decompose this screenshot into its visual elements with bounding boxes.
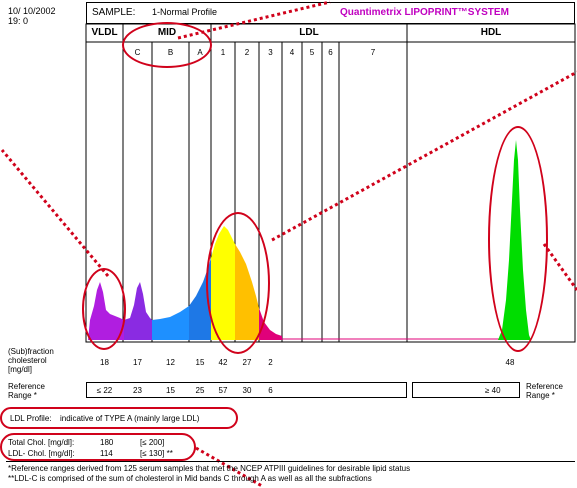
reference-value-mid-b: 15	[166, 386, 175, 395]
subfraction-label-line: [mg/dl]	[8, 365, 33, 374]
band-label-vldl: VLDL	[91, 27, 118, 38]
reference-label-left: Reference Range *	[8, 382, 45, 400]
reference-value-hdl: ≥ 40	[485, 386, 501, 395]
reference-value-mid-a: 25	[195, 386, 205, 395]
sample-label: SAMPLE:	[92, 7, 136, 18]
mid-c-peak	[124, 282, 152, 340]
total-chol-value: 180	[100, 438, 114, 447]
footnote-ldl-c: **LDL-C is comprised of the sum of chole…	[8, 474, 372, 483]
band-label-ldl: LDL	[299, 27, 319, 38]
subfraction-value-hdl: 48	[505, 358, 515, 367]
reference-range-hdl-box	[412, 382, 520, 398]
reference-range-box	[86, 382, 407, 398]
sub-band-label: 4	[289, 48, 295, 57]
run-code: 19: 0	[8, 16, 29, 26]
subfraction-label-line: cholesterol	[8, 356, 47, 365]
subfraction-value-ldl1: 42	[218, 358, 228, 367]
annotation-mid-subbands	[122, 22, 212, 68]
band-label-hdl: HDL	[480, 27, 502, 38]
total-chol-range: [≤ 200]	[140, 438, 165, 447]
reference-value-ldl2: 30	[242, 386, 252, 395]
annotation-ldl-peak	[206, 212, 270, 354]
total-chol-label: Total Chol. [mg/dl]:	[8, 438, 75, 447]
subfraction-value-mid-a: 15	[195, 358, 205, 367]
subfraction-label: (Sub)fraction cholesterol [mg/dl]	[8, 347, 54, 374]
sub-band-label: 2	[244, 48, 250, 57]
sub-band-label: 3	[268, 48, 273, 57]
sub-band-label: 7	[370, 48, 376, 57]
annotation-hdl-peak	[488, 126, 548, 352]
annotation-ldl-profile	[0, 407, 238, 429]
subfraction-value-vldl: 18	[100, 358, 109, 367]
subfraction-value-mid-b: 12	[166, 358, 175, 367]
ldl-profile-label: LDL Profile:	[10, 414, 52, 423]
ldl-profile-value: indicative of TYPE A (mainly large LDL)	[60, 414, 200, 423]
report-date: 10/ 10/2002	[8, 6, 56, 16]
reference-value-ldl1: 57	[218, 386, 228, 395]
subfraction-value-ldl2: 27	[242, 358, 252, 367]
ldl-chol-label: LDL- Chol. [mg/dl]:	[8, 449, 75, 458]
reference-label-line: Reference	[526, 382, 563, 391]
ldl-chol-value: 114	[100, 449, 113, 458]
brand-logo-text: Quantimetrix LIPOPRINT™SYSTEM	[340, 7, 509, 18]
sub-band-label: 6	[328, 48, 333, 57]
reference-value-mid-c: 23	[133, 386, 142, 395]
sample-name: 1-Normal Profile	[152, 7, 218, 17]
sub-band-label: 5	[309, 48, 315, 57]
sub-band-label: 1	[220, 48, 226, 57]
ldl-chol-range: [≤ 130] **	[140, 449, 173, 458]
chart-frame	[85, 23, 576, 343]
subfraction-label-line: (Sub)fraction	[8, 347, 54, 356]
annotation-totals	[0, 433, 196, 461]
reference-label-right: Reference Range *	[526, 382, 563, 400]
annotation-vldl-peak	[82, 268, 126, 350]
reference-label-line: Range *	[526, 391, 555, 400]
subfraction-value-mid-c: 17	[133, 358, 142, 367]
reference-label-line: Range *	[8, 391, 37, 400]
reference-value-vldl: ≤ 22	[96, 386, 113, 395]
subfraction-value-ldl3: 2	[268, 358, 273, 367]
ldl3-peak	[259, 308, 282, 340]
trace-peaks	[88, 140, 531, 340]
reference-label-line: Reference	[8, 382, 45, 391]
footnote-reference: *Reference ranges derived from 125 serum…	[8, 464, 411, 473]
footnote-rule	[6, 461, 575, 462]
mid-b-peak	[152, 306, 189, 340]
reference-value-ldl3: 6	[268, 386, 273, 395]
